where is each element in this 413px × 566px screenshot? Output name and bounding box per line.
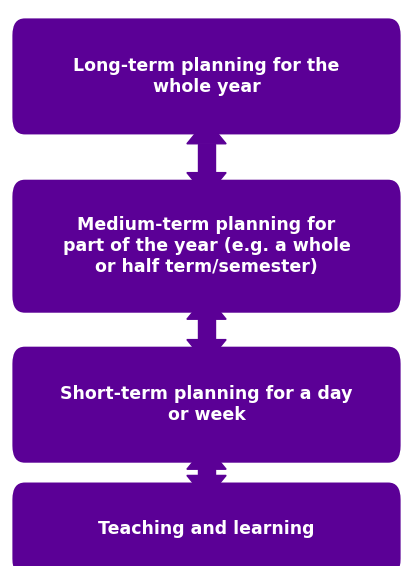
Text: Long-term planning for the
whole year: Long-term planning for the whole year	[74, 57, 339, 96]
FancyBboxPatch shape	[12, 19, 401, 135]
Bar	[198, 319, 215, 340]
FancyArrow shape	[187, 445, 226, 469]
FancyArrow shape	[187, 173, 226, 196]
Text: Teaching and learning: Teaching and learning	[98, 520, 315, 538]
Text: Medium-term planning for
part of the year (e.g. a whole
or half term/semester): Medium-term planning for part of the yea…	[62, 216, 351, 276]
Bar	[198, 469, 215, 475]
Text: Short-term planning for a day
or week: Short-term planning for a day or week	[60, 385, 353, 424]
Bar	[198, 144, 215, 173]
FancyArrow shape	[187, 340, 226, 363]
FancyBboxPatch shape	[12, 180, 401, 313]
FancyArrow shape	[187, 475, 226, 499]
FancyArrow shape	[187, 120, 226, 144]
FancyBboxPatch shape	[12, 346, 401, 463]
FancyArrow shape	[187, 295, 226, 319]
FancyBboxPatch shape	[12, 482, 401, 566]
